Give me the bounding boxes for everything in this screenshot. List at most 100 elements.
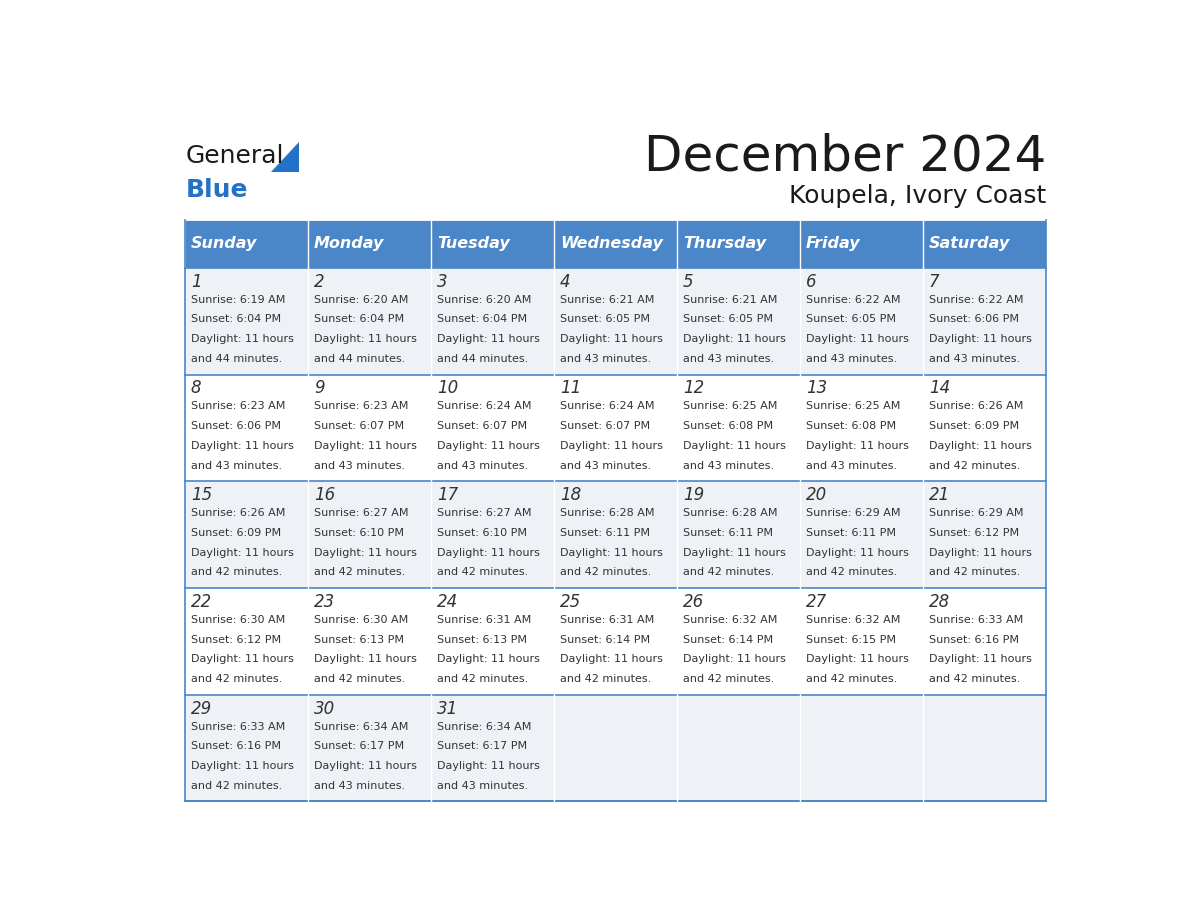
Text: 7: 7 <box>929 273 940 291</box>
Text: 4: 4 <box>560 273 570 291</box>
Text: and 42 minutes.: and 42 minutes. <box>191 781 282 790</box>
Text: Sunset: 6:12 PM: Sunset: 6:12 PM <box>191 634 282 644</box>
Text: Thursday: Thursday <box>683 236 766 252</box>
Text: Daylight: 11 hours: Daylight: 11 hours <box>683 655 785 665</box>
Text: Daylight: 11 hours: Daylight: 11 hours <box>314 334 417 344</box>
Text: and 42 minutes.: and 42 minutes. <box>560 674 651 684</box>
Bar <box>677 268 801 375</box>
Text: Sunrise: 6:27 AM: Sunrise: 6:27 AM <box>314 509 409 518</box>
Text: Sunset: 6:04 PM: Sunset: 6:04 PM <box>314 314 404 324</box>
Text: 18: 18 <box>560 487 581 504</box>
Text: and 43 minutes.: and 43 minutes. <box>929 353 1019 364</box>
Text: and 44 minutes.: and 44 minutes. <box>437 353 527 364</box>
Text: Sunrise: 6:33 AM: Sunrise: 6:33 AM <box>191 722 285 732</box>
Text: and 42 minutes.: and 42 minutes. <box>437 567 527 577</box>
Text: Sunset: 6:05 PM: Sunset: 6:05 PM <box>560 314 650 324</box>
Text: and 43 minutes.: and 43 minutes. <box>191 461 282 471</box>
Polygon shape <box>271 142 298 173</box>
Text: Sunrise: 6:22 AM: Sunrise: 6:22 AM <box>929 295 1023 305</box>
Bar <box>431 268 555 375</box>
Text: 5: 5 <box>683 273 694 291</box>
Text: and 43 minutes.: and 43 minutes. <box>437 461 527 471</box>
Text: and 42 minutes.: and 42 minutes. <box>314 674 405 684</box>
Bar <box>309 481 431 588</box>
Text: and 42 minutes.: and 42 minutes. <box>683 674 775 684</box>
Text: and 43 minutes.: and 43 minutes. <box>314 461 405 471</box>
Text: Sunset: 6:16 PM: Sunset: 6:16 PM <box>191 742 280 751</box>
Text: Sunset: 6:09 PM: Sunset: 6:09 PM <box>191 528 282 538</box>
Bar <box>923 375 1047 481</box>
Text: Daylight: 11 hours: Daylight: 11 hours <box>314 441 417 451</box>
Text: Sunset: 6:15 PM: Sunset: 6:15 PM <box>805 634 896 644</box>
Text: Saturday: Saturday <box>929 236 1010 252</box>
Text: Sunset: 6:08 PM: Sunset: 6:08 PM <box>683 421 773 431</box>
Bar <box>185 588 309 695</box>
Text: and 42 minutes.: and 42 minutes. <box>805 674 897 684</box>
Text: Daylight: 11 hours: Daylight: 11 hours <box>805 655 909 665</box>
Text: Daylight: 11 hours: Daylight: 11 hours <box>437 655 539 665</box>
Text: Sunrise: 6:24 AM: Sunrise: 6:24 AM <box>560 401 655 411</box>
Text: December 2024: December 2024 <box>644 132 1047 180</box>
Text: Sunday: Sunday <box>191 236 258 252</box>
Text: Sunset: 6:07 PM: Sunset: 6:07 PM <box>314 421 404 431</box>
Text: Daylight: 11 hours: Daylight: 11 hours <box>805 334 909 344</box>
Bar <box>923 695 1047 801</box>
Text: 17: 17 <box>437 487 459 504</box>
Bar <box>555 695 677 801</box>
Bar <box>431 588 555 695</box>
Text: Koupela, Ivory Coast: Koupela, Ivory Coast <box>789 185 1047 208</box>
Text: and 42 minutes.: and 42 minutes. <box>929 674 1020 684</box>
Text: Sunrise: 6:28 AM: Sunrise: 6:28 AM <box>683 509 777 518</box>
Text: Sunrise: 6:30 AM: Sunrise: 6:30 AM <box>314 615 409 625</box>
Text: and 43 minutes.: and 43 minutes. <box>805 353 897 364</box>
Text: 29: 29 <box>191 700 213 718</box>
Bar <box>801 375 923 481</box>
Text: Sunset: 6:05 PM: Sunset: 6:05 PM <box>683 314 772 324</box>
Text: Sunrise: 6:32 AM: Sunrise: 6:32 AM <box>683 615 777 625</box>
Text: Daylight: 11 hours: Daylight: 11 hours <box>560 548 663 557</box>
Bar <box>555 588 677 695</box>
Text: Daylight: 11 hours: Daylight: 11 hours <box>191 548 293 557</box>
Text: Sunrise: 6:19 AM: Sunrise: 6:19 AM <box>191 295 285 305</box>
Bar <box>677 219 801 268</box>
Text: and 42 minutes.: and 42 minutes. <box>191 674 282 684</box>
Bar <box>555 219 677 268</box>
Bar <box>185 695 309 801</box>
Bar <box>309 695 431 801</box>
Text: Sunrise: 6:27 AM: Sunrise: 6:27 AM <box>437 509 531 518</box>
Text: Sunset: 6:10 PM: Sunset: 6:10 PM <box>437 528 526 538</box>
Text: Sunrise: 6:23 AM: Sunrise: 6:23 AM <box>191 401 285 411</box>
Bar <box>801 219 923 268</box>
Text: 6: 6 <box>805 273 816 291</box>
Text: Daylight: 11 hours: Daylight: 11 hours <box>437 441 539 451</box>
Text: and 42 minutes.: and 42 minutes. <box>929 567 1020 577</box>
Text: 20: 20 <box>805 487 827 504</box>
Text: Sunrise: 6:25 AM: Sunrise: 6:25 AM <box>683 401 777 411</box>
Text: 15: 15 <box>191 487 213 504</box>
Text: and 43 minutes.: and 43 minutes. <box>683 461 773 471</box>
Text: 24: 24 <box>437 593 459 611</box>
Text: 30: 30 <box>314 700 335 718</box>
Bar <box>801 268 923 375</box>
Text: Sunset: 6:06 PM: Sunset: 6:06 PM <box>929 314 1019 324</box>
Text: 22: 22 <box>191 593 213 611</box>
Text: and 42 minutes.: and 42 minutes. <box>805 567 897 577</box>
Text: Sunrise: 6:34 AM: Sunrise: 6:34 AM <box>314 722 409 732</box>
Bar <box>801 588 923 695</box>
Text: and 43 minutes.: and 43 minutes. <box>437 781 527 790</box>
Bar <box>309 588 431 695</box>
Text: Daylight: 11 hours: Daylight: 11 hours <box>437 548 539 557</box>
Text: Sunrise: 6:31 AM: Sunrise: 6:31 AM <box>560 615 655 625</box>
Bar <box>923 588 1047 695</box>
Text: Sunset: 6:13 PM: Sunset: 6:13 PM <box>437 634 526 644</box>
Bar <box>555 375 677 481</box>
Text: Sunrise: 6:22 AM: Sunrise: 6:22 AM <box>805 295 901 305</box>
Text: Sunset: 6:14 PM: Sunset: 6:14 PM <box>560 634 650 644</box>
Bar <box>801 481 923 588</box>
Text: Sunset: 6:07 PM: Sunset: 6:07 PM <box>560 421 650 431</box>
Text: 2: 2 <box>314 273 324 291</box>
Text: Sunrise: 6:28 AM: Sunrise: 6:28 AM <box>560 509 655 518</box>
Text: Sunset: 6:11 PM: Sunset: 6:11 PM <box>560 528 650 538</box>
Text: Sunset: 6:12 PM: Sunset: 6:12 PM <box>929 528 1019 538</box>
Text: 21: 21 <box>929 487 950 504</box>
